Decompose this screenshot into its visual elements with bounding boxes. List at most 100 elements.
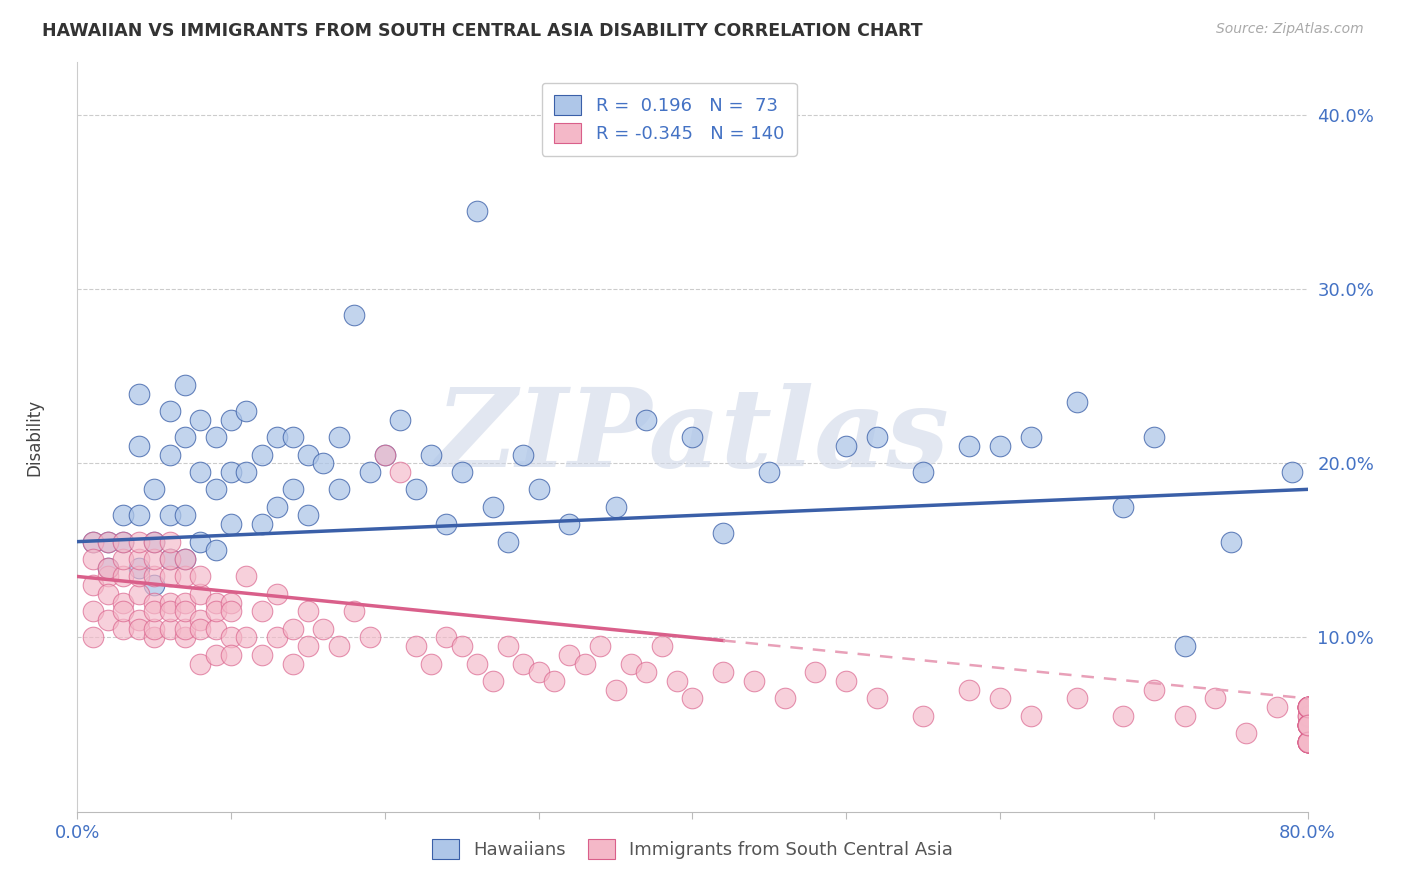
- Point: [128, 587, 150, 601]
- Point: [266, 430, 288, 444]
- Point: [82, 552, 104, 566]
- Point: [204, 596, 226, 610]
- Point: [143, 604, 166, 618]
- Point: [82, 534, 104, 549]
- Point: [1296, 717, 1319, 731]
- Point: [82, 534, 104, 549]
- Point: [1204, 691, 1226, 706]
- Point: [543, 673, 565, 688]
- Point: [97, 561, 120, 575]
- Point: [1066, 691, 1088, 706]
- Point: [128, 508, 150, 523]
- Point: [589, 639, 612, 653]
- Point: [1296, 735, 1319, 749]
- Point: [97, 534, 120, 549]
- Point: [266, 631, 288, 645]
- Point: [1112, 709, 1135, 723]
- Point: [159, 404, 181, 418]
- Point: [159, 596, 181, 610]
- Point: [605, 500, 627, 514]
- Point: [359, 631, 381, 645]
- Point: [281, 622, 304, 636]
- Point: [1066, 395, 1088, 409]
- Point: [128, 386, 150, 401]
- Point: [1265, 700, 1288, 714]
- Point: [804, 665, 827, 680]
- Point: [250, 448, 273, 462]
- Point: [742, 673, 765, 688]
- Point: [1296, 735, 1319, 749]
- Point: [235, 631, 257, 645]
- Point: [512, 448, 534, 462]
- Point: [450, 639, 472, 653]
- Point: [219, 596, 242, 610]
- Point: [957, 439, 980, 453]
- Point: [281, 483, 304, 497]
- Point: [1296, 735, 1319, 749]
- Point: [281, 657, 304, 671]
- Point: [204, 622, 226, 636]
- Point: [374, 448, 396, 462]
- Point: [188, 534, 212, 549]
- Point: [1296, 735, 1319, 749]
- Point: [636, 665, 658, 680]
- Point: [143, 569, 166, 583]
- Point: [866, 430, 889, 444]
- Point: [1296, 735, 1319, 749]
- Point: [159, 552, 181, 566]
- Point: [436, 517, 458, 532]
- Point: [988, 691, 1011, 706]
- Point: [174, 569, 197, 583]
- Point: [188, 613, 212, 627]
- Point: [1234, 726, 1257, 740]
- Point: [82, 578, 104, 592]
- Legend: Hawaiians, Immigrants from South Central Asia: Hawaiians, Immigrants from South Central…: [420, 829, 965, 870]
- Point: [97, 613, 120, 627]
- Point: [97, 561, 120, 575]
- Point: [1296, 717, 1319, 731]
- Point: [312, 456, 335, 470]
- Point: [143, 534, 166, 549]
- Point: [912, 465, 935, 479]
- Point: [1296, 735, 1319, 749]
- Point: [1296, 717, 1319, 731]
- Point: [1296, 717, 1319, 731]
- Point: [1019, 709, 1042, 723]
- Point: [143, 552, 166, 566]
- Point: [835, 439, 858, 453]
- Point: [204, 483, 226, 497]
- Point: [1296, 735, 1319, 749]
- Point: [112, 534, 135, 549]
- Point: [174, 596, 197, 610]
- Point: [219, 604, 242, 618]
- Point: [1296, 717, 1319, 731]
- Point: [1019, 430, 1042, 444]
- Point: [174, 508, 197, 523]
- Point: [159, 622, 181, 636]
- Point: [1296, 700, 1319, 714]
- Point: [250, 604, 273, 618]
- Point: [389, 465, 412, 479]
- Point: [143, 578, 166, 592]
- Point: [558, 648, 581, 662]
- Point: [1296, 700, 1319, 714]
- Point: [405, 483, 427, 497]
- Point: [112, 569, 135, 583]
- Point: [235, 569, 257, 583]
- Point: [128, 622, 150, 636]
- Point: [281, 430, 304, 444]
- Point: [328, 639, 350, 653]
- Point: [605, 682, 627, 697]
- Text: ZIPatlas: ZIPatlas: [436, 384, 949, 491]
- Point: [112, 552, 135, 566]
- Point: [128, 552, 150, 566]
- Point: [174, 604, 197, 618]
- Point: [159, 508, 181, 523]
- Point: [112, 622, 135, 636]
- Point: [219, 465, 242, 479]
- Point: [465, 657, 488, 671]
- Point: [1296, 735, 1319, 749]
- Text: Disability: Disability: [25, 399, 44, 475]
- Point: [1296, 700, 1319, 714]
- Point: [1296, 717, 1319, 731]
